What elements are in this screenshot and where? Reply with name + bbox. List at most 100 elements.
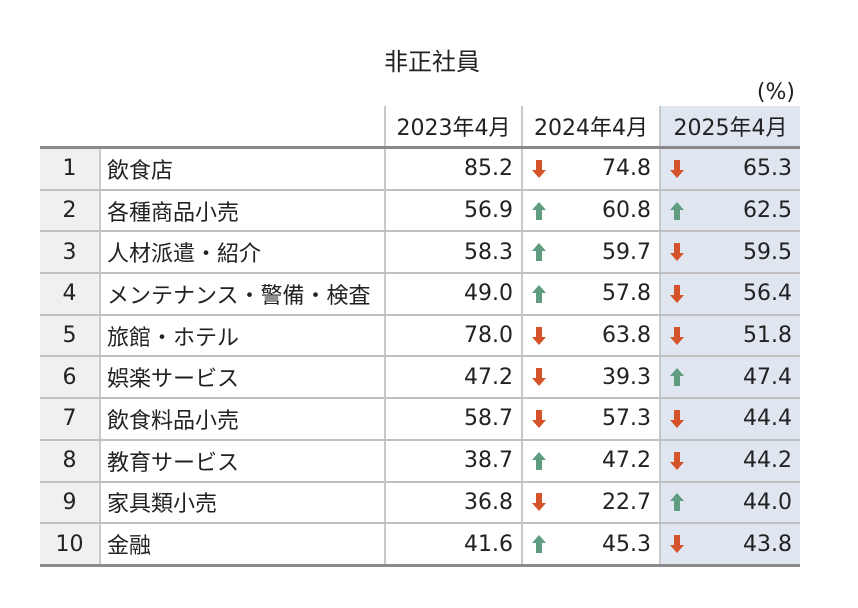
value: 44.2 — [743, 448, 792, 474]
value: 44.4 — [743, 406, 792, 432]
value-cell: 56.4 — [659, 273, 800, 316]
arrow-shape — [670, 201, 684, 220]
trend-arrow-down — [670, 409, 684, 428]
value: 57.8 — [602, 281, 651, 307]
trend-arrow-down — [670, 243, 684, 262]
value-cell: 49.0 — [384, 273, 522, 316]
value: 62.5 — [743, 198, 792, 224]
value-cell: 78.0 — [384, 314, 522, 358]
arrow-shape — [670, 159, 684, 178]
arrow-shape — [532, 409, 546, 428]
trend-arrow-down — [532, 493, 546, 512]
cell: 47.2 — [531, 448, 651, 473]
row: 9 家具類小売 36.8 22.7 44.0 — [40, 481, 800, 525]
row: 3 人材派遣・紹介 58.3 59.7 59.5 — [40, 231, 800, 275]
value: 47.2 — [464, 364, 513, 390]
trend-arrow-down — [532, 409, 546, 428]
name: 飲食料品小売 — [99, 398, 385, 441]
row: 2 各種商品小売 56.9 60.8 62.5 — [40, 189, 800, 233]
rank: 10 — [40, 523, 100, 567]
value-cell: 43.8 — [659, 523, 800, 567]
value: 58.7 — [464, 406, 513, 432]
name: 旅館・ホテル — [99, 314, 385, 358]
cell: 44.2 — [669, 448, 792, 473]
value-cell: 36.8 — [384, 481, 522, 525]
value: 63.8 — [602, 323, 651, 349]
arrow-shape — [670, 535, 684, 554]
name: 金融 — [99, 523, 385, 567]
header-blank — [40, 106, 100, 149]
cell: 59.5 — [669, 240, 792, 265]
row: 4 メンテナンス・警備・検査 49.0 57.8 56.4 — [40, 273, 800, 316]
value-cell: 38.7 — [384, 439, 522, 483]
value: 59.5 — [743, 239, 792, 265]
trend-arrow-up — [670, 201, 684, 220]
name: 教育サービス — [99, 439, 385, 483]
value-cell: 44.2 — [659, 439, 800, 483]
arrow-shape — [532, 493, 546, 512]
trend-arrow-down — [532, 326, 546, 345]
value-cell: 60.8 — [521, 189, 660, 233]
unit: (%) — [756, 80, 795, 105]
value-cell: 63.8 — [521, 314, 660, 358]
row: 6 娯楽サービス 47.2 39.3 47.4 — [40, 356, 800, 400]
value-cell: 85.2 — [384, 147, 522, 191]
trend-arrow-up — [532, 535, 546, 554]
arrow-shape — [670, 451, 684, 470]
title: 非正社員 — [384, 48, 480, 76]
trend-arrow-up — [670, 493, 684, 512]
trend-arrow-up — [532, 284, 546, 303]
arrow-shape — [670, 368, 684, 387]
arrow-shape — [670, 243, 684, 262]
trend-arrow-down — [670, 451, 684, 470]
trend-arrow-up — [532, 201, 546, 220]
cell: 63.8 — [531, 323, 651, 348]
value-cell: 22.7 — [521, 481, 660, 525]
value: 47.4 — [743, 364, 792, 390]
name: 人材派遣・紹介 — [99, 231, 385, 275]
value-cell: 56.9 — [384, 189, 522, 233]
rank: 2 — [40, 189, 100, 233]
trend-arrow-down — [670, 159, 684, 178]
trend-arrow-up — [532, 451, 546, 470]
cell: 60.8 — [531, 198, 651, 223]
value: 43.8 — [743, 531, 792, 557]
value: 74.8 — [602, 156, 651, 182]
rank: 5 — [40, 314, 100, 358]
cell: 57.8 — [531, 281, 651, 306]
cell: 44.4 — [669, 406, 792, 431]
trend-arrow-up — [532, 243, 546, 262]
value-cell: 39.3 — [521, 356, 660, 400]
arrow-shape — [532, 451, 546, 470]
rank: 7 — [40, 398, 100, 441]
cell: 45.3 — [531, 532, 651, 557]
row: 8 教育サービス 38.7 47.2 44.2 — [40, 439, 800, 483]
arrow-shape — [532, 159, 546, 178]
name: 娯楽サービス — [99, 356, 385, 400]
header: 2025年4月 — [659, 106, 800, 149]
value-cell: 41.6 — [384, 523, 522, 567]
value: 47.2 — [602, 448, 651, 474]
row: 10 金融 41.6 45.3 43.8 — [40, 523, 800, 567]
header: 2024年4月 — [521, 106, 660, 149]
arrow-shape — [532, 368, 546, 387]
name: メンテナンス・警備・検査 — [99, 273, 385, 316]
value-cell: 58.3 — [384, 231, 522, 275]
value-cell: 59.7 — [521, 231, 660, 275]
name: 飲食店 — [99, 147, 385, 191]
value-cell: 57.3 — [521, 398, 660, 441]
arrow-shape — [532, 326, 546, 345]
value-cell: 74.8 — [521, 147, 660, 191]
arrow-shape — [532, 243, 546, 262]
value: 22.7 — [602, 489, 651, 515]
value: 56.9 — [464, 198, 513, 224]
trend-arrow-down — [670, 326, 684, 345]
arrow-shape — [532, 284, 546, 303]
arrow-shape — [670, 409, 684, 428]
cell: 43.8 — [669, 532, 792, 557]
cell: 51.8 — [669, 323, 792, 348]
rank: 3 — [40, 231, 100, 275]
value: 39.3 — [602, 364, 651, 390]
rank: 6 — [40, 356, 100, 400]
value: 49.0 — [464, 281, 513, 307]
